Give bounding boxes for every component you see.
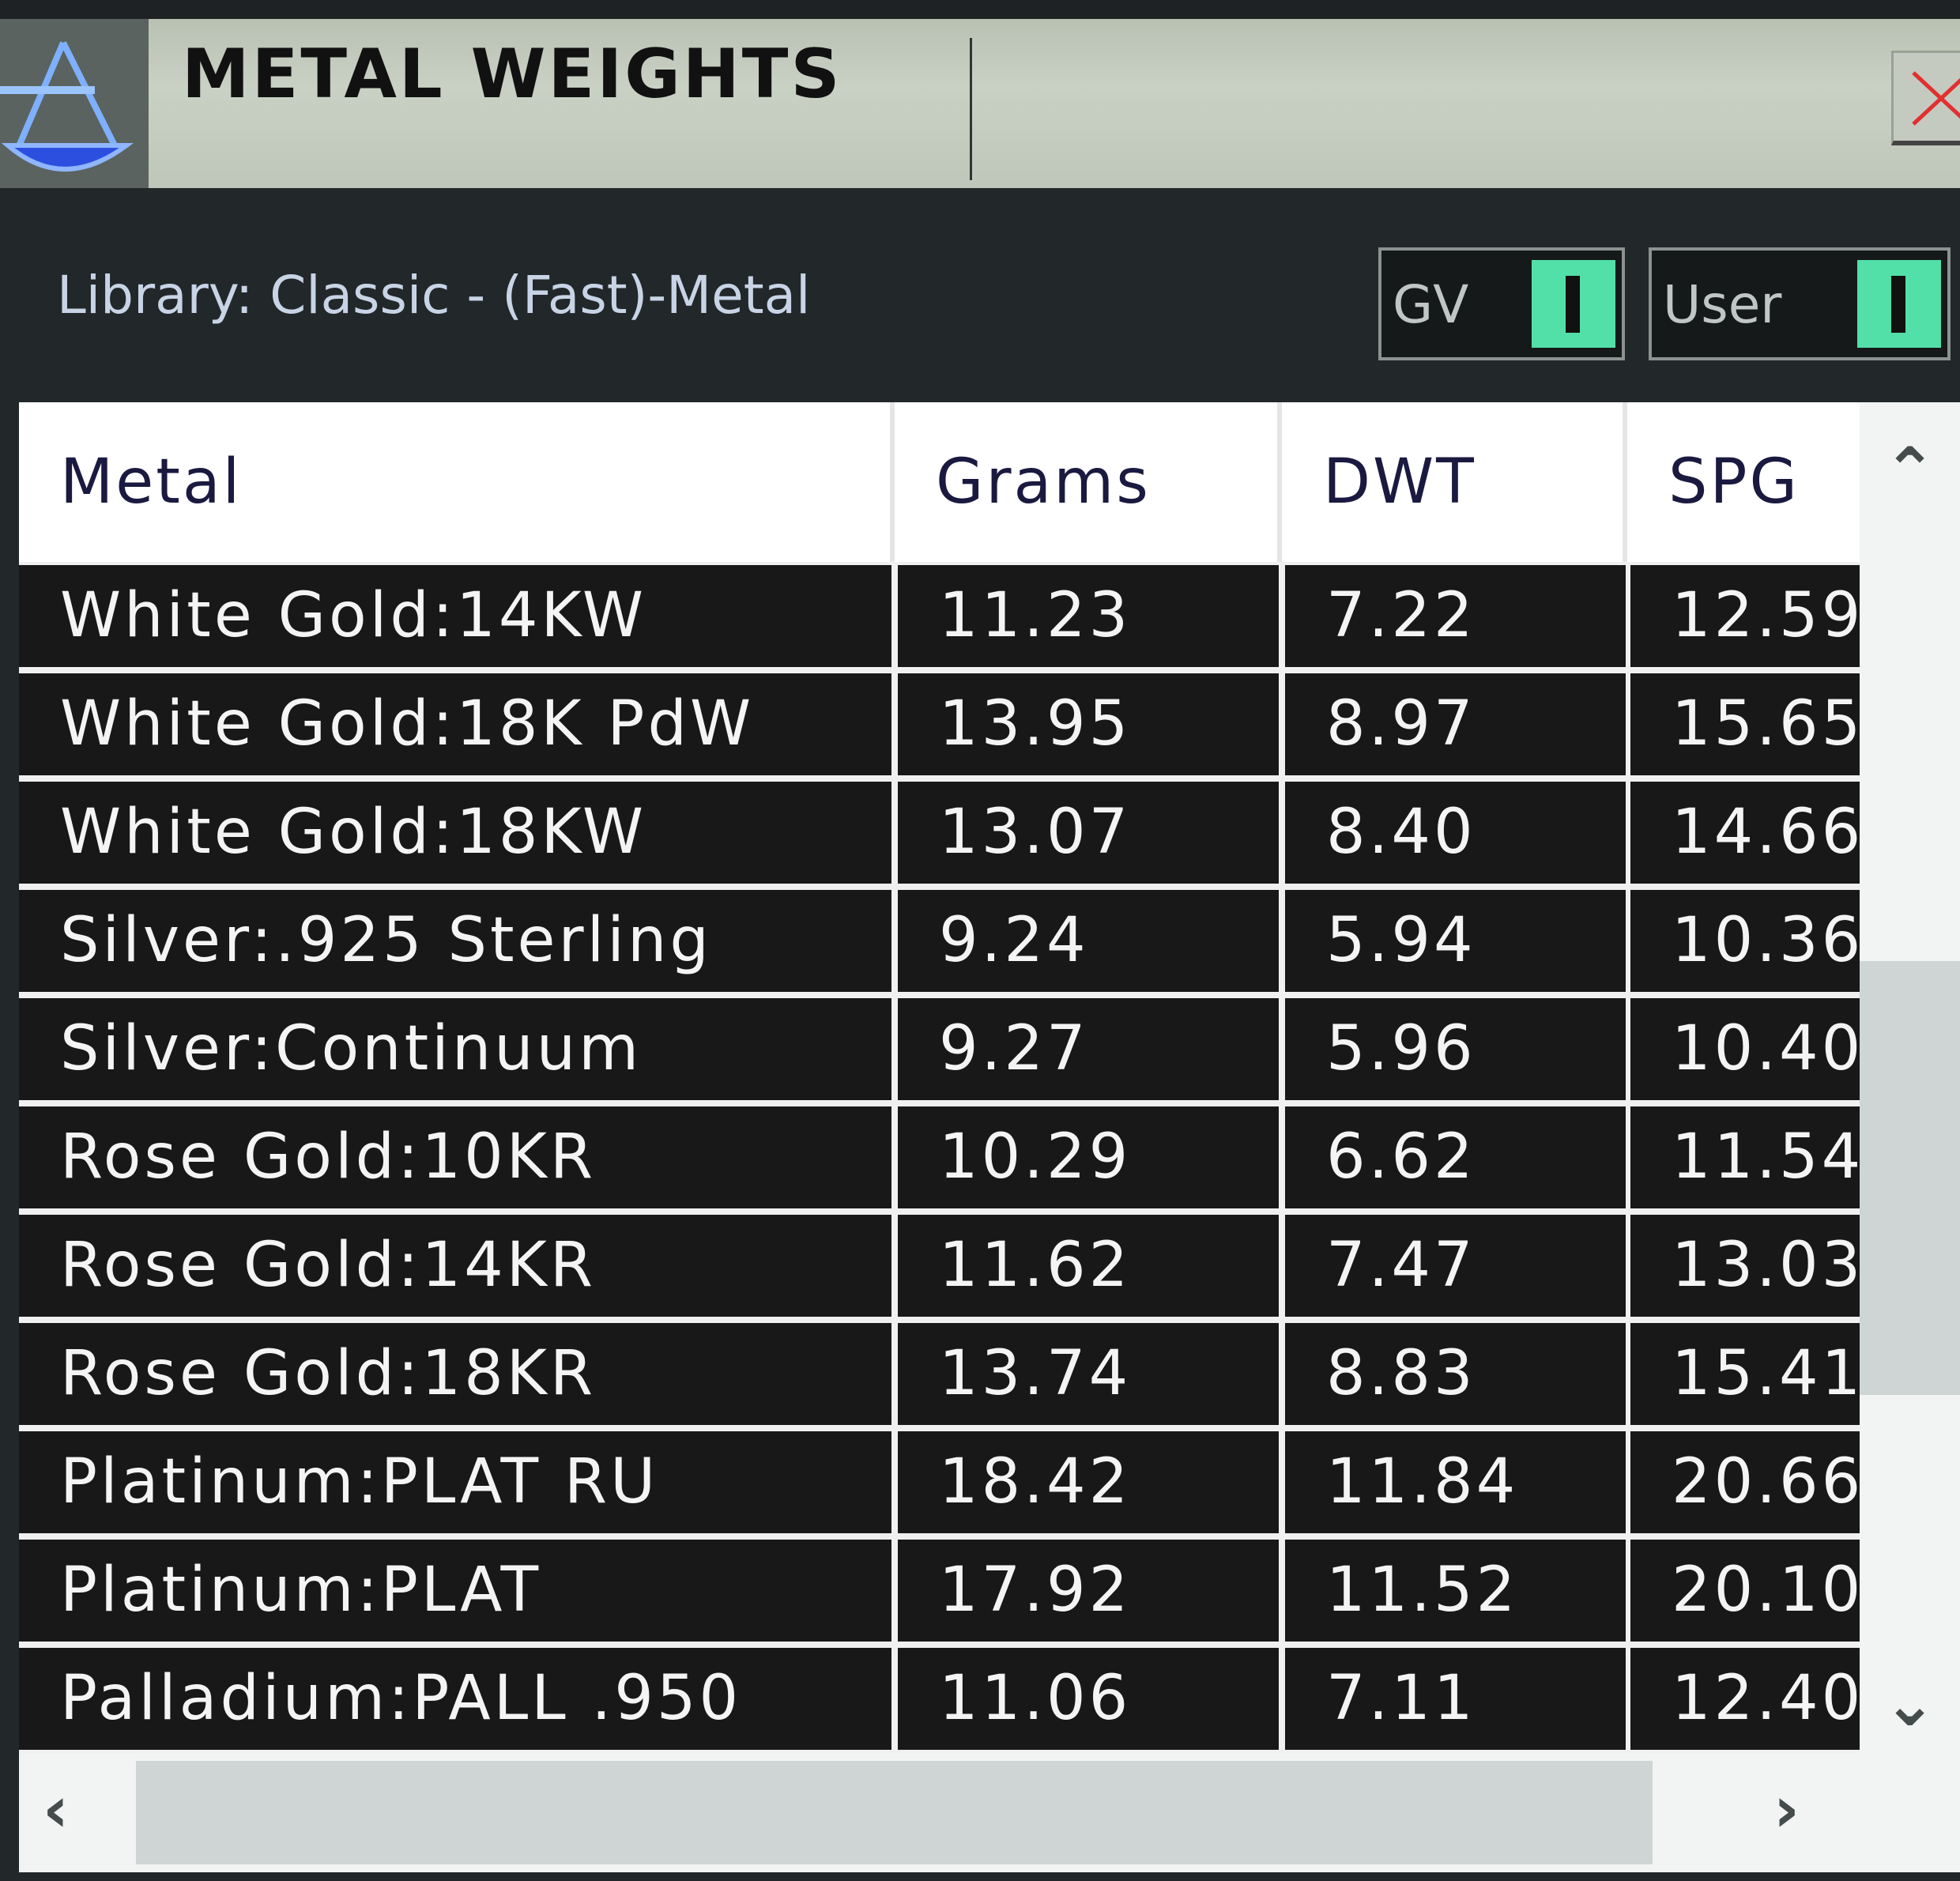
vertical-scroll-thumb[interactable] (1860, 961, 1960, 1395)
cell-metal[interactable]: White Gold:18K PdW (19, 673, 891, 775)
cell-dwt[interactable]: 8.97 (1285, 673, 1626, 775)
column-header-dwt[interactable]: DWT (1282, 402, 1627, 562)
cell-dwt[interactable]: 7.22 (1285, 565, 1626, 667)
scroll-up-arrow-icon[interactable]: ⌃ (1883, 434, 1937, 507)
cell-metal[interactable]: Silver:.925 Sterling (19, 890, 891, 992)
cell-spg[interactable]: 12.59 (1630, 565, 1860, 667)
cell-spg[interactable]: 15.65 (1630, 673, 1860, 775)
cell-grams[interactable]: 10.29 (898, 1106, 1279, 1208)
cell-spg[interactable]: 10.40 (1630, 998, 1860, 1100)
table-body: White Gold:14KW 11.23 7.22 12.59 White Gold:… (19, 562, 1860, 1753)
cell-metal[interactable]: Platinum:PLAT (19, 1540, 891, 1642)
table-row[interactable]: White Gold:14KW 11.23 7.22 12.59 (19, 562, 1860, 670)
cell-metal[interactable]: Platinum:PLAT RU (19, 1431, 891, 1533)
cell-dwt[interactable]: 11.52 (1285, 1540, 1626, 1642)
cell-dwt[interactable]: 7.47 (1285, 1215, 1626, 1317)
library-label: Library: Classic - (Fast)-Metal (57, 265, 811, 326)
divider (970, 38, 972, 180)
cell-spg[interactable]: 15.41 (1630, 1323, 1860, 1425)
cell-grams[interactable]: 9.24 (898, 890, 1279, 992)
cell-grams[interactable]: 11.62 (898, 1215, 1279, 1317)
gv-toggle-label: GV (1393, 274, 1469, 335)
user-toggle-label: User (1663, 274, 1782, 335)
window-title: METAL WEIGHTS (182, 35, 842, 114)
table-row[interactable]: Silver:Continuum 9.27 5.96 10.40 (19, 995, 1860, 1103)
cell-spg[interactable]: 20.10 (1630, 1540, 1860, 1642)
cell-grams[interactable]: 13.07 (898, 782, 1279, 884)
scale-icon (0, 19, 149, 188)
cell-grams[interactable]: 13.95 (898, 673, 1279, 775)
column-header-grams[interactable]: Grams (895, 402, 1282, 562)
cell-metal[interactable]: Silver:Continuum (19, 998, 891, 1100)
gv-toggle[interactable]: GV (1378, 247, 1625, 360)
close-button[interactable] (1891, 51, 1960, 145)
scroll-right-arrow-icon[interactable]: › (1773, 1773, 1800, 1846)
table-row[interactable]: Palladium:PALL .950 11.06 7.11 12.40 (19, 1645, 1860, 1753)
table-row[interactable]: White Gold:18K PdW 13.95 8.97 15.65 (19, 670, 1860, 778)
vertical-scrollbar[interactable]: ⌃ ⌄ (1860, 402, 1960, 1753)
horizontal-scroll-thumb[interactable] (136, 1761, 1653, 1864)
cell-grams[interactable]: 18.42 (898, 1431, 1279, 1533)
cell-metal[interactable]: Rose Gold:14KR (19, 1215, 891, 1317)
cell-grams[interactable]: 11.06 (898, 1648, 1279, 1750)
table-row[interactable]: Platinum:PLAT 17.92 11.52 20.10 (19, 1536, 1860, 1645)
cell-metal[interactable]: Rose Gold:18KR (19, 1323, 891, 1425)
cell-dwt[interactable]: 7.11 (1285, 1648, 1626, 1750)
metal-weights-table: Metal Grams DWT SPG White Gold:14KW 11.23… (19, 402, 1960, 1872)
close-icon (1912, 71, 1960, 126)
table-row[interactable]: Silver:.925 Sterling 9.24 5.94 10.36 (19, 887, 1860, 995)
column-header-metal[interactable]: Metal (19, 402, 895, 562)
cell-grams[interactable]: 9.27 (898, 998, 1279, 1100)
cell-metal[interactable]: Palladium:PALL .950 (19, 1648, 891, 1750)
cell-dwt[interactable]: 5.94 (1285, 890, 1626, 992)
cell-metal[interactable]: White Gold:18KW (19, 782, 891, 884)
scroll-down-arrow-icon[interactable]: ⌄ (1883, 1667, 1937, 1740)
gv-toggle-switch[interactable] (1532, 260, 1615, 348)
table-row[interactable]: Platinum:PLAT RU 18.42 11.84 20.66 (19, 1428, 1860, 1536)
cell-dwt[interactable]: 8.40 (1285, 782, 1626, 884)
table-row[interactable]: Rose Gold:14KR 11.62 7.47 13.03 (19, 1212, 1860, 1320)
cell-grams[interactable]: 17.92 (898, 1540, 1279, 1642)
column-header-spg[interactable]: SPG (1668, 447, 1800, 518)
cell-grams[interactable]: 11.23 (898, 565, 1279, 667)
top-strip (0, 0, 1960, 19)
table-header: Metal Grams DWT SPG (19, 402, 1860, 562)
cell-dwt[interactable]: 6.62 (1285, 1106, 1626, 1208)
cell-dwt[interactable]: 8.83 (1285, 1323, 1626, 1425)
horizontal-scrollbar[interactable]: ‹ › (19, 1753, 1960, 1872)
scroll-left-arrow-icon[interactable]: ‹ (43, 1773, 69, 1846)
cell-spg[interactable]: 20.66 (1630, 1431, 1860, 1533)
table-row[interactable]: White Gold:18KW 13.07 8.40 14.66 (19, 778, 1860, 887)
cell-grams[interactable]: 13.74 (898, 1323, 1279, 1425)
table-row[interactable]: Rose Gold:18KR 13.74 8.83 15.41 (19, 1320, 1860, 1428)
cell-metal[interactable]: Rose Gold:10KR (19, 1106, 891, 1208)
cell-metal[interactable]: White Gold:14KW (19, 565, 891, 667)
cell-spg[interactable]: 12.40 (1630, 1648, 1860, 1750)
user-toggle-switch[interactable] (1857, 260, 1941, 348)
cell-spg[interactable]: 14.66 (1630, 782, 1860, 884)
cell-spg[interactable]: 10.36 (1630, 890, 1860, 992)
cell-spg[interactable]: 11.54 (1630, 1106, 1860, 1208)
title-bar: METAL WEIGHTS (0, 19, 1960, 188)
cell-spg[interactable]: 13.03 (1630, 1215, 1860, 1317)
user-toggle[interactable]: User (1649, 247, 1951, 360)
table-row[interactable]: Rose Gold:10KR 10.29 6.62 11.54 (19, 1103, 1860, 1212)
cell-dwt[interactable]: 5.96 (1285, 998, 1626, 1100)
cell-dwt[interactable]: 11.84 (1285, 1431, 1626, 1533)
